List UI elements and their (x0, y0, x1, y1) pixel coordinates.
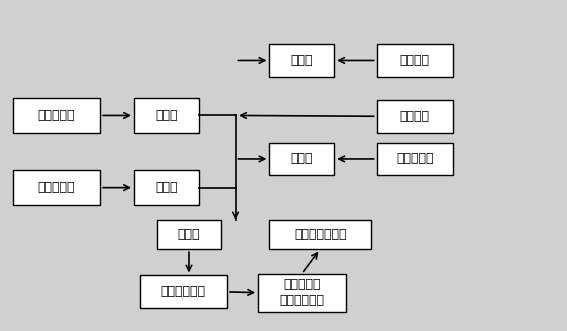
FancyBboxPatch shape (376, 44, 453, 77)
FancyBboxPatch shape (376, 143, 453, 175)
Text: 蠕动泵: 蠕动泵 (155, 109, 177, 122)
Text: 显示、存储模块: 显示、存储模块 (294, 228, 346, 241)
FancyBboxPatch shape (139, 275, 227, 308)
Text: 鲁米诺溶液: 鲁米诺溶液 (396, 153, 433, 166)
FancyBboxPatch shape (376, 100, 453, 133)
FancyBboxPatch shape (269, 143, 335, 175)
Text: 蠕动泵: 蠕动泵 (290, 54, 313, 67)
Text: 检测室: 检测室 (177, 228, 200, 241)
Text: 光电探测装置: 光电探测装置 (161, 285, 206, 298)
Text: 臭氧溶液: 臭氧溶液 (400, 54, 430, 67)
FancyBboxPatch shape (269, 220, 371, 249)
Text: 蠕动泵: 蠕动泵 (155, 181, 177, 194)
FancyBboxPatch shape (12, 170, 100, 205)
Text: 微型计算机
数据处理系统: 微型计算机 数据处理系统 (280, 278, 324, 307)
FancyBboxPatch shape (12, 98, 100, 133)
FancyBboxPatch shape (258, 274, 345, 311)
FancyBboxPatch shape (134, 98, 199, 133)
FancyBboxPatch shape (269, 44, 335, 77)
FancyBboxPatch shape (134, 170, 199, 205)
Text: 蠕动泵: 蠕动泵 (290, 153, 313, 166)
FancyBboxPatch shape (156, 220, 222, 249)
Text: 叔丁醇溶液: 叔丁醇溶液 (37, 109, 75, 122)
Text: 螯合剂溶液: 螯合剂溶液 (37, 181, 75, 194)
Text: 空白溶液: 空白溶液 (400, 110, 430, 123)
